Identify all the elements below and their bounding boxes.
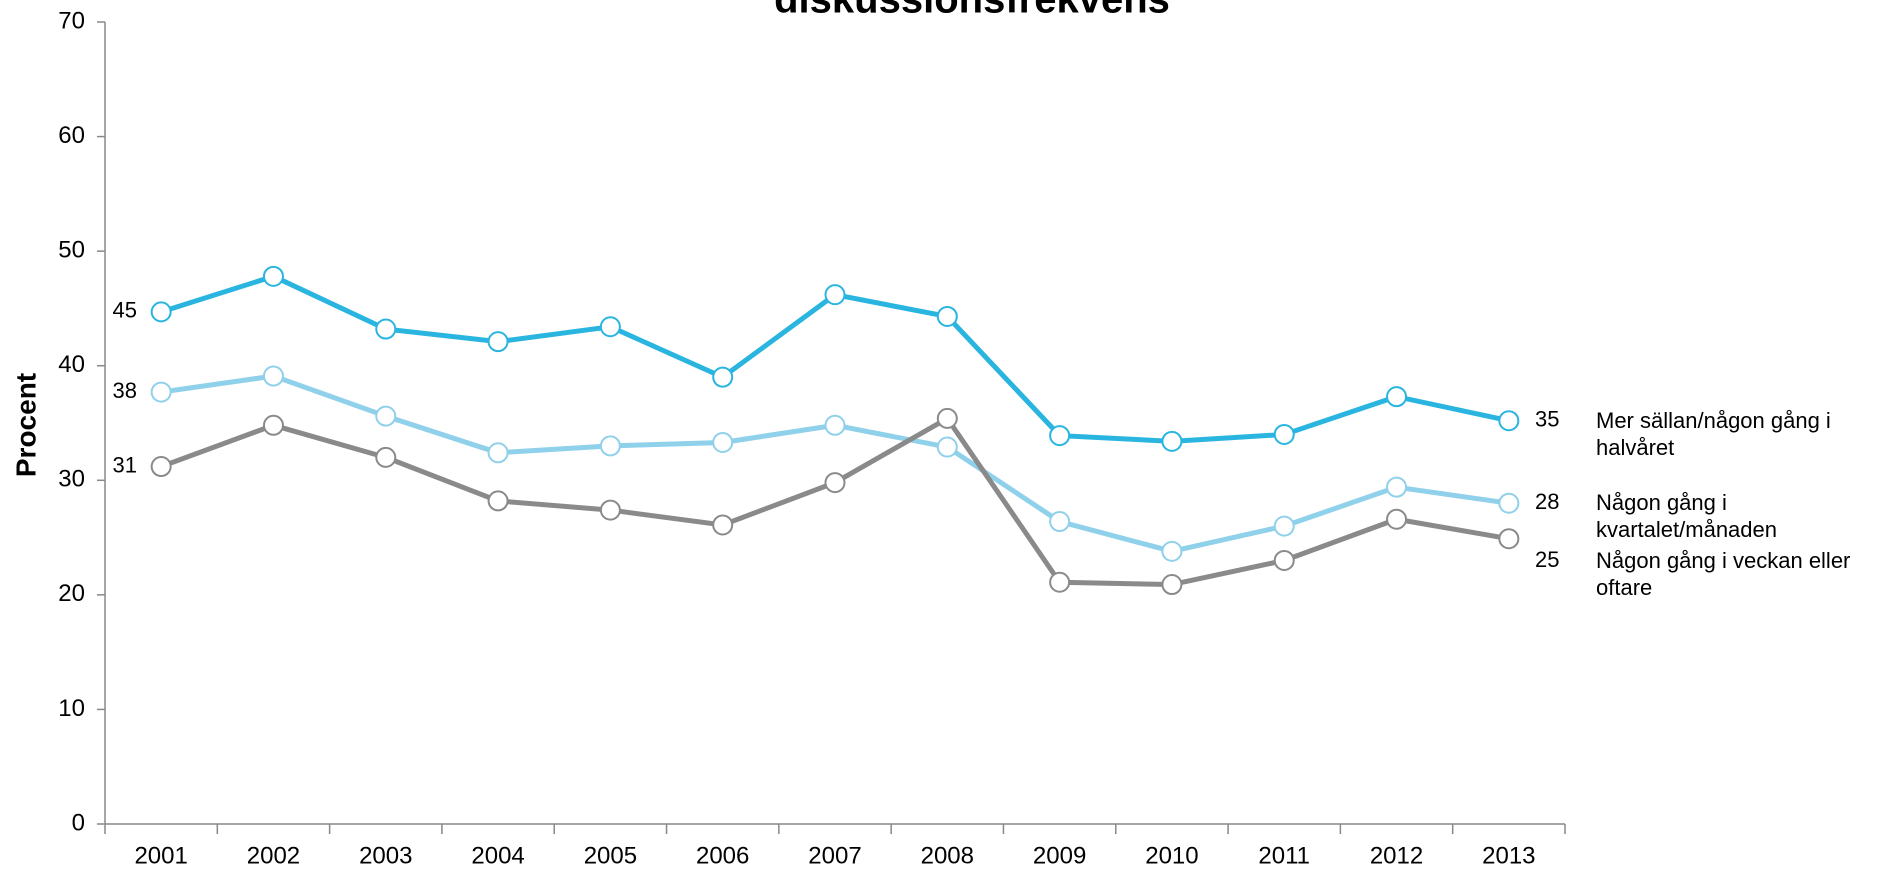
point-marker [1049,571,1071,593]
point-marker [262,365,284,387]
legend-entry: Någon gång i veckan eller oftare [1596,548,1851,601]
x-tick-label: 2001 [134,842,187,869]
point-marker [936,305,958,327]
y-tick-label: 40 [58,351,85,378]
legend-entry: Mer sällan/någon gång i halvåret [1596,407,1831,460]
point-marker [150,381,172,403]
value-label: 28 [1535,489,1559,514]
y-tick-label: 10 [58,695,85,722]
point-marker [1049,511,1071,533]
point-marker [1498,528,1520,550]
y-axis-label: Procent [10,373,41,477]
y-tick-label: 60 [58,122,85,149]
point-marker [712,431,734,453]
series-line [160,373,1510,554]
point-marker [1386,508,1408,530]
point-marker [487,490,509,512]
value-label: 31 [113,452,137,477]
x-tick-label: 2005 [584,842,637,869]
point-marker [1273,423,1295,445]
point-marker [824,414,846,436]
point-marker [150,456,172,478]
point-marker [1386,476,1408,498]
point-marker [712,366,734,388]
x-tick-label: 2010 [1145,842,1198,869]
x-tick-label: 2003 [359,842,412,869]
point-marker [1049,425,1071,447]
point-marker [599,499,621,521]
point-marker [487,331,509,353]
value-label: 25 [1535,547,1559,572]
point-marker [712,514,734,536]
point-marker [375,405,397,427]
point-marker [599,316,621,338]
point-marker [599,435,621,457]
point-marker [375,318,397,340]
x-tick-label: 2009 [1033,842,1086,869]
x-tick-label: 2008 [921,842,974,869]
point-marker [150,301,172,323]
x-tick-label: 2011 [1258,842,1310,869]
legend-entry: Någon gång i kvartalet/månaden [1596,490,1777,543]
y-tick-label: 20 [58,580,85,607]
value-label: 35 [1535,407,1559,432]
x-tick-label: 2002 [247,842,300,869]
point-marker [1161,430,1183,452]
x-tick-label: 2006 [696,842,749,869]
point-marker [375,446,397,468]
point-marker [262,414,284,436]
point-marker [487,442,509,464]
point-marker [1498,492,1520,514]
y-tick-label: 0 [72,809,85,836]
point-marker [1161,540,1183,562]
chart-title: diskussionsfrekvens [774,0,1170,22]
point-marker [1498,410,1520,432]
y-tick-label: 50 [58,236,85,263]
x-tick-label: 2012 [1370,842,1423,869]
y-tick-label: 30 [58,466,85,493]
series-line [160,415,1510,588]
point-marker [936,436,958,458]
point-marker [824,284,846,306]
point-marker [262,265,284,287]
value-label: 38 [113,378,137,403]
point-marker [1273,549,1295,571]
point-marker [1161,574,1183,596]
value-label: 45 [113,298,137,323]
point-marker [1386,386,1408,408]
x-tick-label: 2007 [808,842,861,869]
point-marker [936,407,958,429]
point-marker [824,472,846,494]
x-tick-label: 2004 [471,842,524,869]
y-tick-label: 70 [58,7,85,34]
point-marker [1273,515,1295,537]
x-tick-label: 2013 [1482,842,1535,869]
